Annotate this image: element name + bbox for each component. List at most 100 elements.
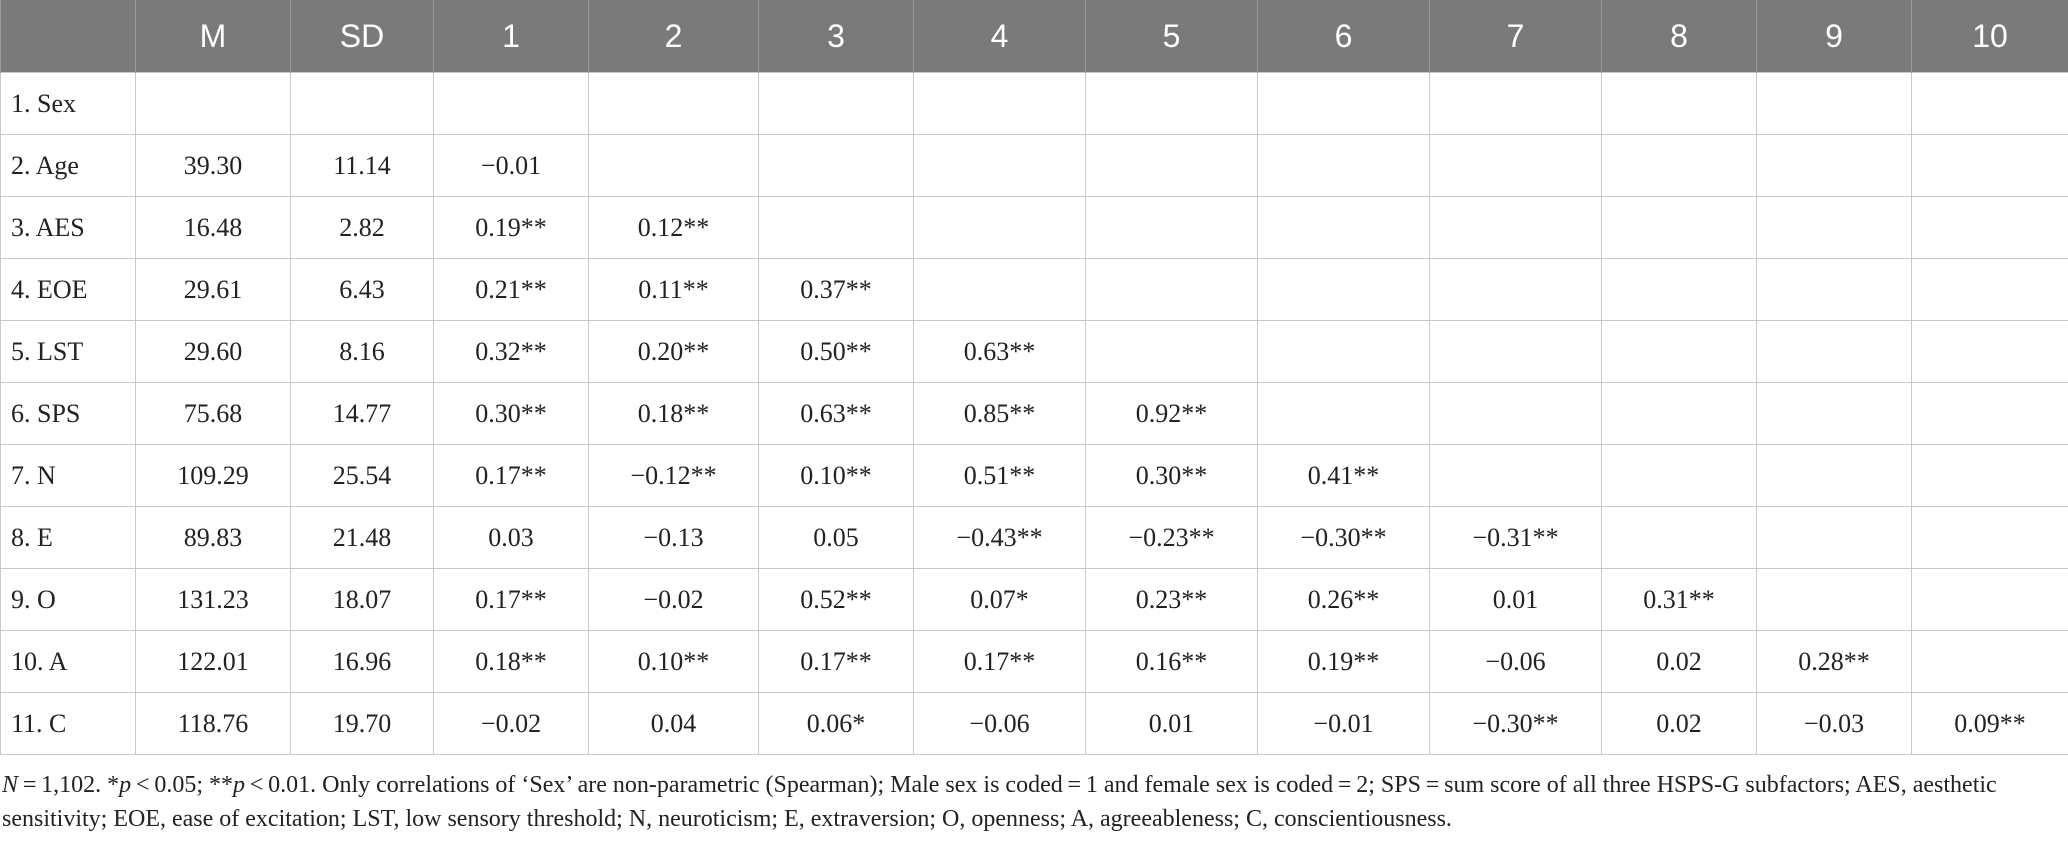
- table-cell: [1429, 134, 1602, 197]
- table-cell: 0.10**: [758, 444, 914, 507]
- table-cell: [1911, 444, 2068, 507]
- table-cell: 16.96: [290, 630, 434, 693]
- table-cell: [1911, 320, 2068, 383]
- table-cell: 0.17**: [433, 568, 589, 631]
- header-cell-7: 7: [1429, 0, 1602, 73]
- footnote-p2-label: p: [232, 772, 245, 798]
- table-cell: [1911, 134, 2068, 197]
- table-cell: −0.30**: [1429, 692, 1602, 755]
- table-cell: 0.09**: [1911, 692, 2068, 755]
- table-row: 2. Age 39.30 11.14 −0.01: [0, 134, 2068, 197]
- table-cell: [1601, 506, 1757, 569]
- table-cell: [1429, 72, 1602, 135]
- table-cell: 109.29: [135, 444, 291, 507]
- row-label-cell: 6. SPS: [0, 382, 136, 445]
- table-cell: [1085, 258, 1258, 321]
- table-cell: 29.61: [135, 258, 291, 321]
- table-cell: −0.23**: [1085, 506, 1258, 569]
- table-cell: [1257, 72, 1430, 135]
- header-cell-sd: SD: [290, 0, 434, 73]
- table-cell: [1756, 320, 1912, 383]
- table-row: 9. O 131.23 18.07 0.17** −0.02 0.52** 0.07* 0.2…: [0, 568, 2068, 631]
- table-cell: [135, 72, 291, 135]
- table-cell: [1601, 320, 1757, 383]
- header-row: M SD 1 2 3 4 5 6 7 8 9 10: [0, 0, 2068, 73]
- table-cell: [1601, 196, 1757, 259]
- header-cell-10: 10: [1911, 0, 2068, 73]
- table-cell: 0.52**: [758, 568, 914, 631]
- table-cell: [1257, 320, 1430, 383]
- table-cell: 0.05: [758, 506, 914, 569]
- table-cell: [433, 72, 589, 135]
- table-cell: 0.51**: [913, 444, 1086, 507]
- table-cell: [913, 196, 1086, 259]
- table-cell: −0.03: [1756, 692, 1912, 755]
- table-cell: 0.02: [1601, 692, 1757, 755]
- table-cell: 0.41**: [1257, 444, 1430, 507]
- table-cell: [588, 72, 759, 135]
- table-cell: [1601, 134, 1757, 197]
- table-cell: [1911, 630, 2068, 693]
- table-cell: 0.23**: [1085, 568, 1258, 631]
- table-cell: [1085, 134, 1258, 197]
- table-cell: 131.23: [135, 568, 291, 631]
- table-cell: [1601, 258, 1757, 321]
- table-cell: 0.02: [1601, 630, 1757, 693]
- table-cell: 39.30: [135, 134, 291, 197]
- header-cell-3: 3: [758, 0, 914, 73]
- table-cell: 0.92**: [1085, 382, 1258, 445]
- header-cell-m: M: [135, 0, 291, 73]
- table-cell: [1756, 506, 1912, 569]
- table-cell: 19.70: [290, 692, 434, 755]
- table-cell: [1756, 72, 1912, 135]
- table-cell: [1257, 196, 1430, 259]
- table-cell: 0.11**: [588, 258, 759, 321]
- table-cell: 0.17**: [433, 444, 589, 507]
- footnote-p1-value: < 0.05; **: [131, 772, 233, 798]
- row-label-cell: 8. E: [0, 506, 136, 569]
- row-label-cell: 11. C: [0, 692, 136, 755]
- header-cell-1: 1: [433, 0, 589, 73]
- table-cell: 0.63**: [758, 382, 914, 445]
- header-cell-5: 5: [1085, 0, 1258, 73]
- table-cell: 14.77: [290, 382, 434, 445]
- footnote-p2-value: < 0.01. Only correlations of ‘Sex’ are n…: [2, 772, 1997, 832]
- table-cell: −0.13: [588, 506, 759, 569]
- table-cell: 75.68: [135, 382, 291, 445]
- table-cell: [1756, 134, 1912, 197]
- footnote-p1-label: p: [119, 772, 132, 798]
- table-cell: 25.54: [290, 444, 434, 507]
- header-cell-label: [0, 0, 136, 73]
- table-cell: [1911, 72, 2068, 135]
- table-cell: [1257, 258, 1430, 321]
- table-cell: −0.01: [433, 134, 589, 197]
- table-cell: 0.18**: [588, 382, 759, 445]
- table-cell: 0.17**: [758, 630, 914, 693]
- header-cell-4: 4: [913, 0, 1086, 73]
- table-cell: 122.01: [135, 630, 291, 693]
- correlation-table: M SD 1 2 3 4 5 6 7 8 9 10 1. Sex 2. Age 39.30 11.14 −0.…: [0, 0, 2068, 755]
- table-cell: 118.76: [135, 692, 291, 755]
- table-cell: 0.07*: [913, 568, 1086, 631]
- table-cell: [758, 196, 914, 259]
- table-cell: [758, 134, 914, 197]
- table-cell: [1911, 506, 2068, 569]
- table-cell: 0.16**: [1085, 630, 1258, 693]
- table-cell: 0.85**: [913, 382, 1086, 445]
- table-cell: 0.10**: [588, 630, 759, 693]
- table-cell: 0.12**: [588, 196, 759, 259]
- table-cell: [1429, 258, 1602, 321]
- table-cell: 0.21**: [433, 258, 589, 321]
- table-row: 7. N 109.29 25.54 0.17** −0.12** 0.10** 0.51**…: [0, 444, 2068, 507]
- table-cell: [1085, 72, 1258, 135]
- table-cell: [1257, 382, 1430, 445]
- header-cell-9: 9: [1756, 0, 1912, 73]
- table-cell: [1756, 382, 1912, 445]
- footnote-n-value: = 1,102. *: [18, 772, 120, 798]
- row-label-cell: 9. O: [0, 568, 136, 631]
- row-label-cell: 3. AES: [0, 196, 136, 259]
- table-cell: [1756, 196, 1912, 259]
- table-footnote: N = 1,102. *p < 0.05; **p < 0.01. Only c…: [2, 768, 2062, 836]
- table-cell: 0.18**: [433, 630, 589, 693]
- table-cell: 0.63**: [913, 320, 1086, 383]
